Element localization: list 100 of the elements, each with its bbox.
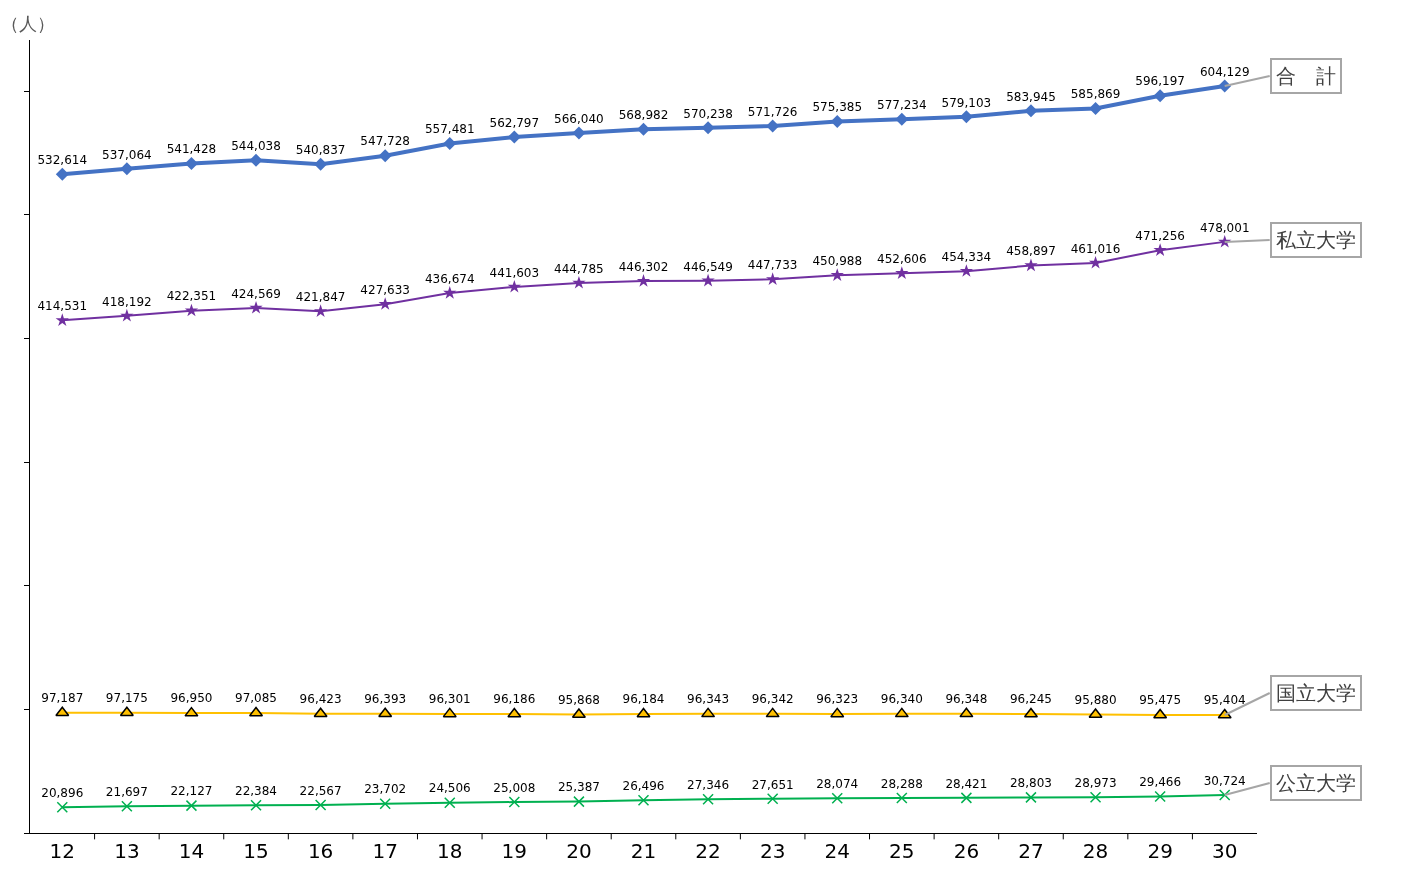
- point: [1153, 243, 1167, 256]
- point: [313, 304, 328, 317]
- data-label: 22,127: [170, 784, 213, 799]
- point: [250, 799, 262, 812]
- point: [442, 707, 457, 718]
- point: [766, 119, 780, 133]
- point: [895, 266, 909, 279]
- point: [1153, 708, 1168, 719]
- point: [314, 799, 327, 811]
- point: [55, 167, 69, 181]
- data-label: 96,323: [816, 692, 859, 707]
- x-tick-label: 24: [824, 839, 850, 863]
- point: [120, 162, 134, 176]
- x-tick-label: 14: [178, 839, 205, 863]
- data-label: 30,724: [1203, 773, 1246, 788]
- data-label: 96,301: [428, 692, 471, 707]
- data-label: 22,567: [299, 783, 342, 798]
- data-label: 96,393: [364, 691, 407, 706]
- data-label: 96,184: [622, 692, 665, 707]
- point: [507, 130, 521, 144]
- x-tick-label: 26: [953, 839, 980, 863]
- data-label: 24,506: [428, 781, 471, 796]
- x-tick-label: 28: [1082, 839, 1109, 863]
- point: [702, 793, 714, 805]
- data-label: 537,064: [102, 147, 152, 162]
- data-label: 96,245: [1009, 692, 1052, 707]
- point: [443, 137, 457, 151]
- data-label: 436,674: [424, 271, 475, 286]
- x-tick-label: 17: [372, 839, 398, 863]
- data-label: 446,549: [683, 259, 733, 274]
- data-label: 21,697: [105, 784, 148, 799]
- x-tick-label: 19: [501, 839, 528, 863]
- point: [1024, 104, 1038, 118]
- text: 公立大学: [1276, 771, 1356, 795]
- data-label: 95,880: [1074, 692, 1117, 707]
- point: [766, 793, 779, 805]
- x-tick-label: 13: [114, 839, 140, 863]
- point: [444, 796, 456, 809]
- data-label: 28,803: [1009, 776, 1052, 791]
- data-label: 25,387: [557, 780, 600, 795]
- x-tick-label: 15: [243, 839, 269, 863]
- x-tick-label: 12: [49, 839, 76, 863]
- point: [766, 272, 780, 285]
- data-label: 452,606: [877, 252, 927, 267]
- point: [895, 112, 909, 126]
- data-label: 446,302: [618, 259, 669, 274]
- point: [378, 149, 392, 163]
- point: [959, 707, 974, 718]
- point: [184, 706, 199, 717]
- data-label: 604,129: [1199, 64, 1250, 79]
- data-label: 444,785: [554, 261, 604, 276]
- x-tick-label: 30: [1211, 839, 1238, 863]
- point: [1154, 790, 1166, 803]
- data-label: 596,197: [1135, 74, 1185, 89]
- point: [572, 275, 586, 289]
- data-label: 478,001: [1199, 220, 1250, 235]
- data-label: 544,038: [231, 138, 281, 153]
- point: [959, 110, 973, 124]
- data-label: 96,340: [880, 691, 923, 706]
- point: [507, 279, 521, 293]
- point: [1089, 101, 1103, 115]
- data-label: 23,702: [364, 782, 407, 797]
- data-label: 566,040: [554, 111, 604, 126]
- point: [313, 707, 328, 718]
- data-label: 95,868: [557, 692, 600, 707]
- data-label: 28,973: [1074, 775, 1117, 790]
- point: [508, 796, 521, 808]
- data-label: 540,837: [295, 142, 346, 157]
- data-label: 96,950: [170, 691, 213, 706]
- data-label: 571,726: [747, 104, 798, 119]
- point: [636, 274, 651, 287]
- point: [1025, 791, 1037, 804]
- data-label: 28,074: [816, 777, 859, 792]
- data-label: 27,346: [687, 777, 730, 792]
- data-label: 97,187: [41, 690, 84, 705]
- data-label: 422,351: [166, 289, 217, 304]
- point: [959, 264, 974, 277]
- x-tick-label: 29: [1147, 839, 1173, 863]
- data-label: 458,897: [1006, 244, 1056, 259]
- point: [1024, 258, 1038, 272]
- data-label: 96,343: [687, 691, 730, 706]
- point: [960, 792, 973, 804]
- point: [249, 153, 263, 167]
- point: [378, 707, 393, 718]
- x-tick-label: 20: [566, 839, 592, 863]
- point: [1088, 255, 1103, 269]
- point: [765, 707, 780, 718]
- text: 合 計: [1276, 64, 1336, 88]
- text: 国立大学: [1276, 681, 1356, 705]
- data-label: 424,569: [231, 286, 281, 301]
- data-label: 96,186: [493, 692, 536, 707]
- point: [378, 297, 392, 310]
- point: [701, 121, 715, 135]
- point: [314, 157, 328, 171]
- point: [379, 797, 391, 810]
- data-label: 570,238: [683, 106, 733, 121]
- data-label: 579,103: [941, 95, 992, 110]
- data-label: 28,421: [945, 776, 988, 791]
- data-label: 97,175: [105, 690, 148, 705]
- x-tick-label: 21: [630, 839, 657, 863]
